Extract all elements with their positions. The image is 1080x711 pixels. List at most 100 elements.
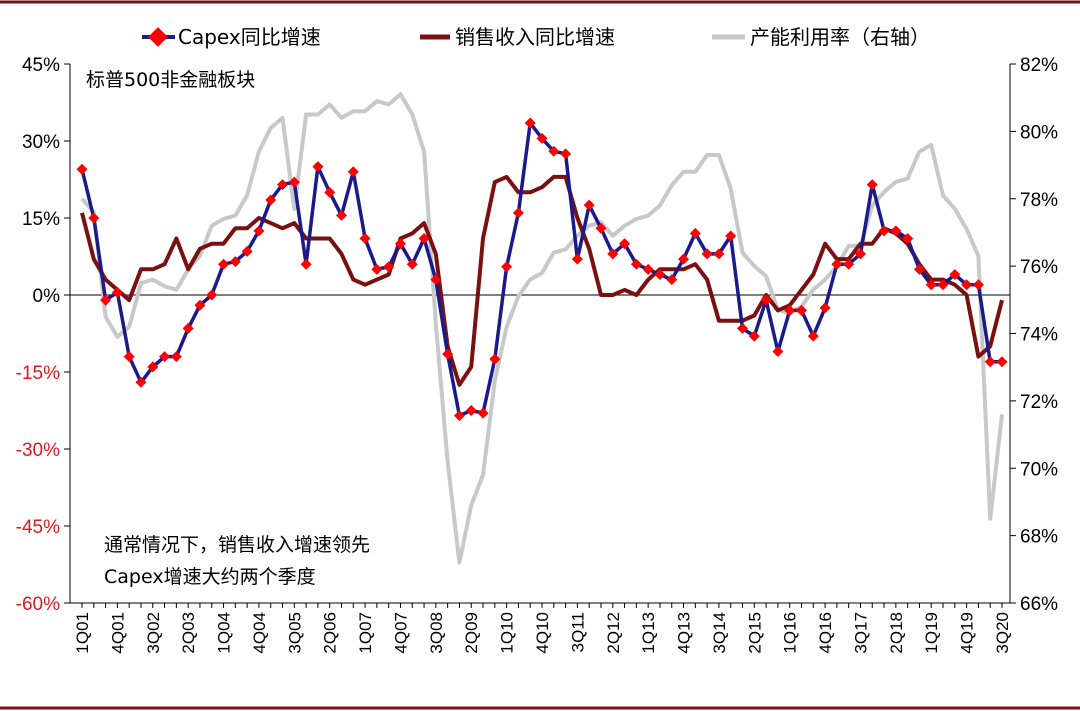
capex-marker [477,407,489,419]
ticks-layer: 45% 30% 15% 0% -15% -30% -45% -60% 82% 80% 78% 76% 7… [16,55,1058,654]
capex-marker [453,410,465,422]
capex-marker [890,225,902,237]
capex-marker [737,322,749,334]
capex-marker [996,356,1008,368]
capex-marker [182,322,194,334]
capex-marker [465,405,477,416]
x-tick-label: 2Q18 [887,612,906,654]
capex-marker [359,233,371,245]
x-tick-label: 3Q08 [427,612,446,654]
capex-marker [831,258,843,270]
capex-marker [595,222,607,234]
chart-subtitle: 标普500非金融板块 [86,69,255,91]
capex-marker [489,353,501,365]
x-tick-label: 1Q07 [356,612,375,654]
right-tick-label: 72% [1020,392,1058,413]
capex-marker [843,258,855,270]
capex-marker [949,268,961,280]
left-tick-label: -45% [16,517,60,538]
capex-marker [784,304,796,316]
capex-marker [937,279,949,291]
x-tick-label: 1Q19 [922,612,941,654]
x-tick-label: 2Q06 [321,612,340,654]
right-tick-label: 66% [1020,594,1058,615]
capex-marker [902,233,914,245]
x-tick-label: 3Q11 [568,612,587,652]
capex-marker [583,199,595,211]
x-tick-label: 4Q07 [391,612,410,654]
x-tick-label: 2Q15 [745,612,764,654]
x-tick-label: 1Q13 [639,612,658,654]
right-tick-label: 78% [1020,190,1058,211]
capex-marker [159,351,171,363]
right-tick-label: 82% [1020,55,1058,76]
capex-marker [371,263,383,275]
capex-marker [701,248,713,260]
capex-marker [913,263,925,275]
capex-marker [536,132,548,144]
series-line-sales [80,174,1004,387]
capex-marker [418,233,430,245]
left-tick-label: -60% [16,594,60,615]
capex-marker [972,279,984,291]
capex-marker [854,248,866,260]
capex-marker [725,230,737,242]
capex-marker [324,186,336,198]
capex-marker [819,302,831,314]
x-tick-label: 3Q20 [993,612,1012,654]
left-tick-label: 15% [22,209,60,230]
capex-marker [300,258,312,270]
capex-marker [394,238,406,250]
x-tick-label: 4Q16 [816,612,835,654]
capex-marker [100,294,112,306]
capex-marker [961,279,973,291]
capex-marker [795,304,807,316]
x-tick-label: 1Q01 [73,612,92,654]
left-tick-label: -15% [16,363,60,384]
capex-marker [241,245,253,257]
capex-marker [512,207,524,219]
capex-marker [925,279,937,291]
x-tick-label: 2Q12 [604,612,623,654]
capex-marker [312,161,324,173]
x-tick-label: 4Q01 [108,612,127,654]
capex-marker [654,268,666,280]
capex-marker [442,348,454,360]
capex-marker [524,117,536,129]
x-tick-label: 4Q04 [250,612,269,654]
capex-marker [607,248,619,260]
capex-marker [406,258,418,270]
capex-marker [277,179,289,191]
capex-marker [713,248,725,260]
x-tick-label: 3Q05 [285,612,304,654]
capex-marker [678,253,690,265]
capex-marker [170,351,182,363]
capex-marker [123,351,135,363]
legend-label-sales: 销售收入同比增速 [455,25,615,49]
capex-marker [666,274,678,286]
left-tick-label: 45% [22,55,60,76]
x-tick-label: 4Q10 [533,612,552,654]
capex-marker [111,286,123,298]
legend-label-capex: Capex同比增速 [178,25,321,49]
capex-marker [265,194,277,206]
capex-marker [630,258,642,270]
capex-marker [501,261,513,273]
x-tick-label: 1Q16 [781,612,800,654]
capex-marker [772,345,784,357]
capex-marker [878,225,890,237]
capex-marker [984,356,996,368]
capex-marker [76,163,88,175]
capex-marker [866,179,878,191]
x-tick-label: 2Q09 [462,612,481,654]
capex-marker [807,330,819,342]
x-tick-label: 3Q14 [710,612,729,654]
capex-marker [218,258,230,270]
legend-item-capex: Capex同比增速 [142,25,321,49]
capex-marker [383,261,395,273]
capex-marker [642,263,654,275]
legend-label-utilization: 产能利用率（右轴） [750,25,930,49]
capex-marker [206,289,218,301]
capex-marker [229,256,241,268]
